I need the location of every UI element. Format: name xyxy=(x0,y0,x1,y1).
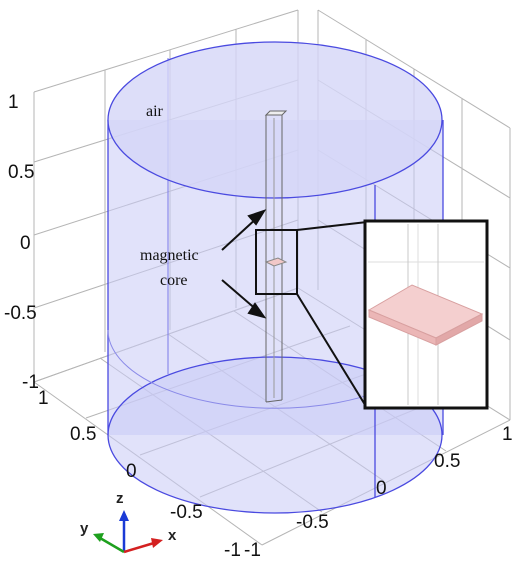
air-label: air xyxy=(146,103,164,120)
arrow-down-head xyxy=(247,302,267,319)
arrow-up-line xyxy=(221,216,259,251)
triad-x-arrowhead xyxy=(151,538,163,548)
z-tick-label: 1 xyxy=(8,92,19,113)
triad-y-axis xyxy=(99,536,125,554)
label-arrows xyxy=(221,209,267,319)
x-tick-label: 1 xyxy=(38,388,49,409)
x-tick-label: -1 xyxy=(224,540,241,561)
x-tick-label: -0.5 xyxy=(170,502,203,523)
triad-z-label: z xyxy=(116,490,124,507)
y-tick-label: -0.5 xyxy=(296,512,329,533)
z-tick-label: 0.5 xyxy=(8,162,34,183)
triad-y-arrowhead xyxy=(93,533,104,542)
y-tick-label: 0 xyxy=(376,478,387,499)
triad-z-arrowhead xyxy=(119,510,129,521)
arrow-down-line xyxy=(221,279,259,312)
core-rod xyxy=(264,110,288,403)
x-axis-ticks: 1 0.5 0 -0.5 -1 xyxy=(38,388,241,561)
z-axis-ticks: 1 0.5 0 -0.5 -1 xyxy=(4,92,39,393)
zoom-connector-bottom xyxy=(296,293,368,409)
core-slab-small xyxy=(264,257,288,267)
y-axis-ticks: -1 -0.5 0 0.5 1 xyxy=(244,424,513,561)
zoom-inset xyxy=(363,219,489,410)
air-cylinder-top xyxy=(107,41,443,199)
arrow-up-head xyxy=(247,209,267,226)
zoom-connector-top xyxy=(296,221,368,231)
y-tick-label: 1 xyxy=(502,424,513,445)
triad-y-label: y xyxy=(80,520,89,537)
core-rod-top-cap xyxy=(264,110,288,116)
triad-x-label: x xyxy=(168,527,177,544)
y-tick-label: 0.5 xyxy=(434,451,460,472)
x-tick-label: 0.5 xyxy=(70,424,96,445)
zoom-source-box xyxy=(255,229,298,295)
magnetic-core-label-line1: magnetic xyxy=(140,247,199,264)
magnetic-core-label-line2: core xyxy=(160,272,188,289)
x-tick-label: 0 xyxy=(126,461,137,482)
triad-x-axis xyxy=(123,541,155,554)
z-tick-label: -1 xyxy=(22,372,39,393)
air-cylinder xyxy=(107,41,444,514)
core-slab-side xyxy=(435,313,483,346)
axis-triad: z y x xyxy=(80,490,177,554)
z-tick-label: 0 xyxy=(20,233,31,254)
y-tick-label: -1 xyxy=(244,540,261,561)
z-tick-label: -0.5 xyxy=(4,303,37,324)
